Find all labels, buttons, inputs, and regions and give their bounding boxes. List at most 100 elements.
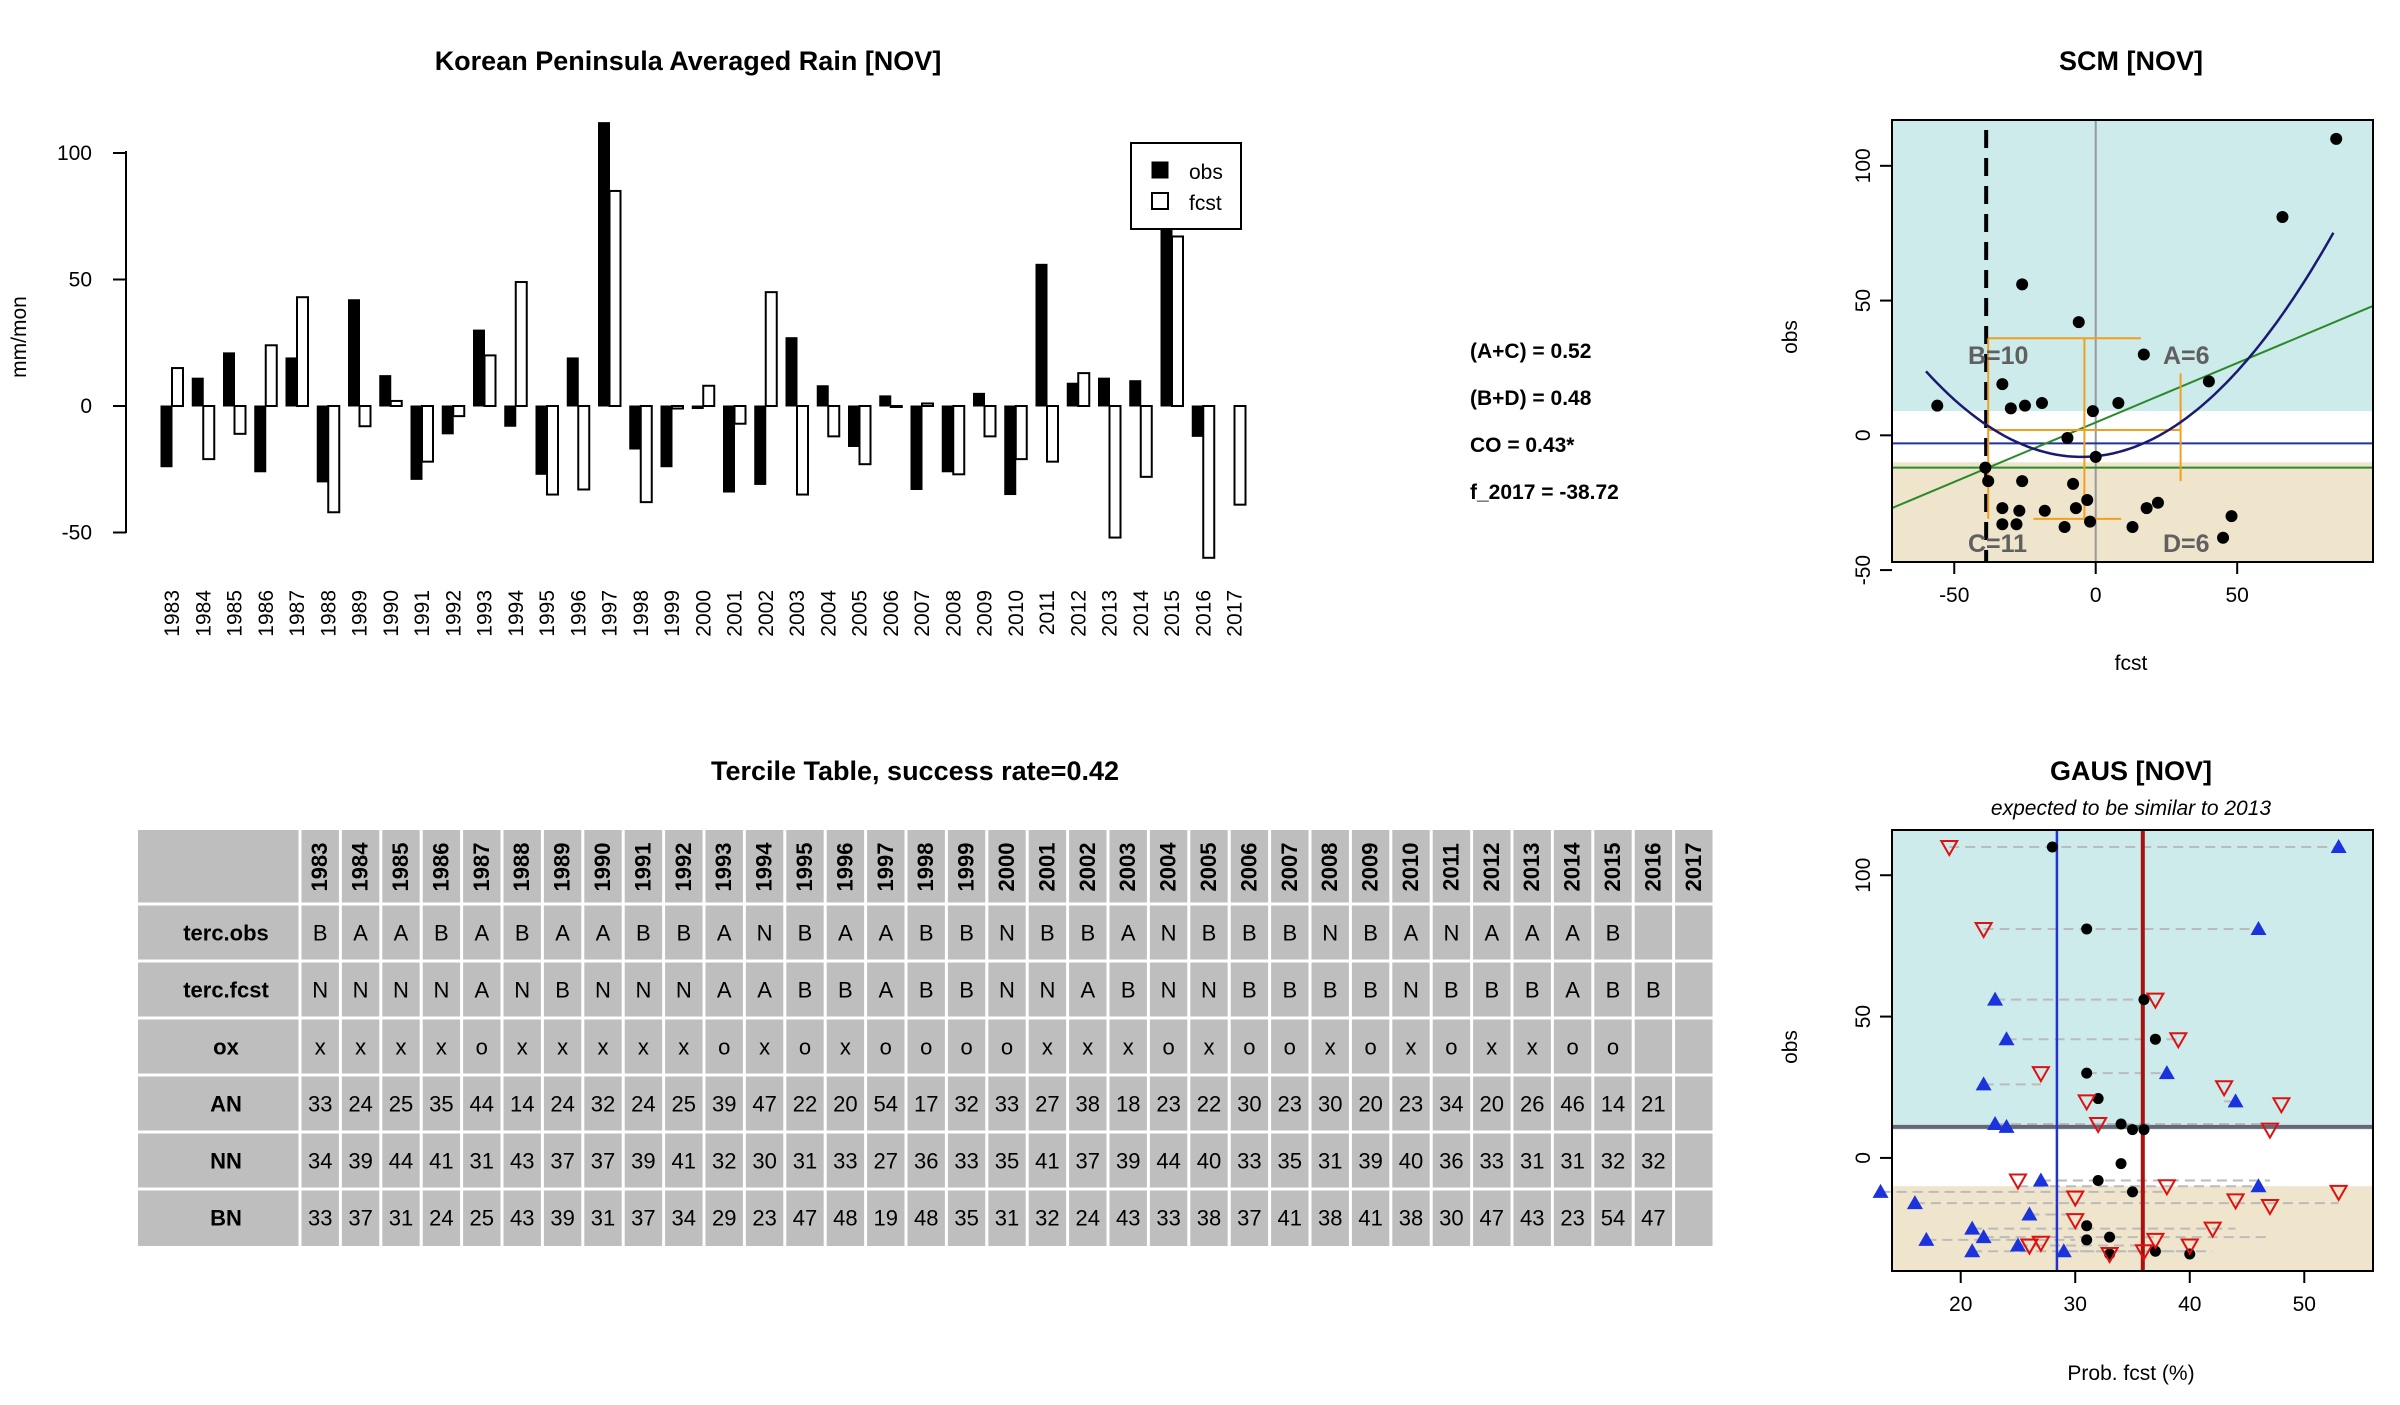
- table-cell-bn-2004: 33: [1156, 1206, 1180, 1231]
- gaus-an-point-14: [1964, 1220, 1981, 1235]
- table-header-2009: 2009: [1358, 843, 1383, 892]
- gaus-an-point-3: [1998, 1031, 2015, 1046]
- table-cell-terc-obs-1996: A: [838, 921, 853, 946]
- bar-xtick-2008: 2008: [942, 590, 965, 637]
- stat-co: CO = 0.43*: [1470, 434, 1575, 457]
- scm-point-9: [2016, 475, 2029, 488]
- bar-chart-bars: [160, 122, 1247, 559]
- gaus-background-bands: [1892, 830, 2373, 1271]
- scm-xtick-label-1: 0: [2090, 584, 2102, 607]
- bar-fcst-1985: [233, 405, 247, 435]
- table-cell-terc-fcst-1997: A: [878, 978, 893, 1003]
- table-cell-ox-1987: o: [476, 1035, 488, 1060]
- gaus-an-point-12: [1906, 1195, 1923, 1210]
- bar-fcst-2002: [764, 291, 778, 407]
- table-header-1986: 1986: [428, 843, 453, 892]
- table-cell-bn-2010: 38: [1399, 1206, 1423, 1231]
- bar-ytick-label-1: 0: [80, 395, 92, 418]
- table-cell-nn-1999: 33: [954, 1149, 978, 1174]
- gaus-an-point-9: [2032, 1172, 2049, 1187]
- table-cell-terc-fcst-1998: B: [919, 978, 934, 1003]
- bar-obs-2003: [785, 337, 798, 407]
- table-cell-terc-fcst-1999: B: [959, 978, 974, 1003]
- scm-point-7: [2010, 518, 2023, 531]
- gaus-an-point-18: [2009, 1237, 2026, 1252]
- table-cell-terc-obs-2001: B: [1040, 921, 1055, 946]
- gaus-an-point-19: [2055, 1243, 2072, 1258]
- table-header-2005: 2005: [1196, 843, 1221, 892]
- scm-frame: [1891, 119, 2374, 563]
- table-cell-an-1993: 39: [712, 1092, 736, 1117]
- gaus-an-point-2: [1987, 991, 2004, 1006]
- table-rowlabel-terc-obs: terc.obs: [183, 921, 269, 946]
- bar-fcst-1989: [358, 405, 372, 428]
- table-cell-an-2001: 27: [1035, 1092, 1059, 1117]
- bar-obs-1986: [254, 405, 267, 473]
- scm-point-5: [1996, 378, 2009, 391]
- gaus-an-point-16: [1918, 1231, 1935, 1246]
- scm-point-11: [2018, 399, 2031, 412]
- legend-box: [1130, 142, 1242, 230]
- table-cell-ox-1993: o: [718, 1035, 730, 1060]
- scm-above-band: [1892, 120, 2373, 412]
- scm-point-6: [2004, 402, 2017, 415]
- table-header-2006: 2006: [1236, 843, 1261, 892]
- bar-xtick-1984: 1984: [192, 590, 215, 637]
- table-cell-ox-1991: x: [638, 1035, 649, 1060]
- bar-obs-1998: [629, 405, 642, 450]
- bar-xtick-1996: 1996: [567, 590, 590, 637]
- bar-obs-1997: [598, 122, 610, 407]
- scm-point-30: [2225, 510, 2238, 523]
- scm-point-12: [2035, 396, 2048, 409]
- table-cell-terc-fcst-1995: B: [798, 978, 813, 1003]
- gaus-bn-point-10: [2008, 1173, 2028, 1191]
- table-cell-bn-1996: 48: [833, 1206, 857, 1231]
- scm-point-4: [1996, 518, 2009, 531]
- table-cell-terc-obs-1991: B: [636, 921, 651, 946]
- table-cell-nn-1993: 32: [712, 1149, 736, 1174]
- bar-ytick-label-0: -50: [62, 522, 92, 545]
- bar-fcst-2003: [796, 405, 809, 496]
- table-cell-an-2016: 21: [1641, 1092, 1665, 1117]
- bar-obs-1983: [160, 405, 173, 468]
- table-cell-ox-2006: o: [1243, 1035, 1255, 1060]
- bar-obs-2016: [1191, 405, 1204, 437]
- gaus-obs-point-6: [2115, 1118, 2127, 1130]
- table-cell-an-1994: 47: [752, 1092, 776, 1117]
- bar-xtick-1995: 1995: [536, 590, 559, 637]
- table-cell-terc-fcst-1991: N: [635, 978, 651, 1003]
- gaus-obs-point-10: [2092, 1175, 2104, 1187]
- gaus-above-band: [1892, 830, 2373, 1130]
- bar-fcst-1997: [608, 189, 622, 407]
- scm-xtick-label-0: -50: [1939, 584, 1969, 607]
- table-cell-an-1987: 44: [470, 1092, 494, 1117]
- bar-obs-2002: [754, 405, 767, 485]
- table-cell-terc-obs-2011: N: [1443, 921, 1459, 946]
- gaus-reference-lines: [1880, 830, 2373, 1271]
- table-cell-bn-2008: 38: [1318, 1206, 1342, 1231]
- gaus-an-point-15: [1975, 1229, 1992, 1244]
- bar-xtick-2010: 2010: [1005, 590, 1028, 637]
- table-cell-nn-2013: 31: [1520, 1149, 1544, 1174]
- bar-fcst-1986: [264, 344, 278, 407]
- table-cell-an-1990: 32: [591, 1092, 615, 1117]
- legend-obs-swatch: [1151, 161, 1169, 179]
- table-cell-terc-obs-2010: A: [1404, 921, 1419, 946]
- bar-fcst-2000: [702, 384, 716, 408]
- table-cell-terc-obs-1990: A: [596, 921, 611, 946]
- table-cell-ox-1986: x: [436, 1035, 447, 1060]
- bar-xtick-2015: 2015: [1161, 590, 1184, 637]
- bar-obs-2008: [941, 405, 954, 473]
- table-header-1991: 1991: [630, 843, 655, 892]
- gaus-bn-point-20: [2019, 1238, 2040, 1256]
- scm-point-26: [2140, 502, 2153, 515]
- scm-ytick-label-0: -50: [1852, 555, 1875, 585]
- bar-obs-1989: [348, 299, 360, 407]
- scm-quadrant-b: B=10: [1968, 342, 2028, 370]
- gaus-bn-point-23: [2031, 1235, 2051, 1253]
- table-cell-terc-fcst-2016: B: [1646, 978, 1661, 1003]
- table-header-1984: 1984: [348, 842, 373, 892]
- bar-chart-title: Korean Peninsula Averaged Rain [NOV]: [435, 46, 942, 76]
- table-cell-terc-obs-1995: B: [798, 921, 813, 946]
- bar-obs-1991: [410, 405, 423, 480]
